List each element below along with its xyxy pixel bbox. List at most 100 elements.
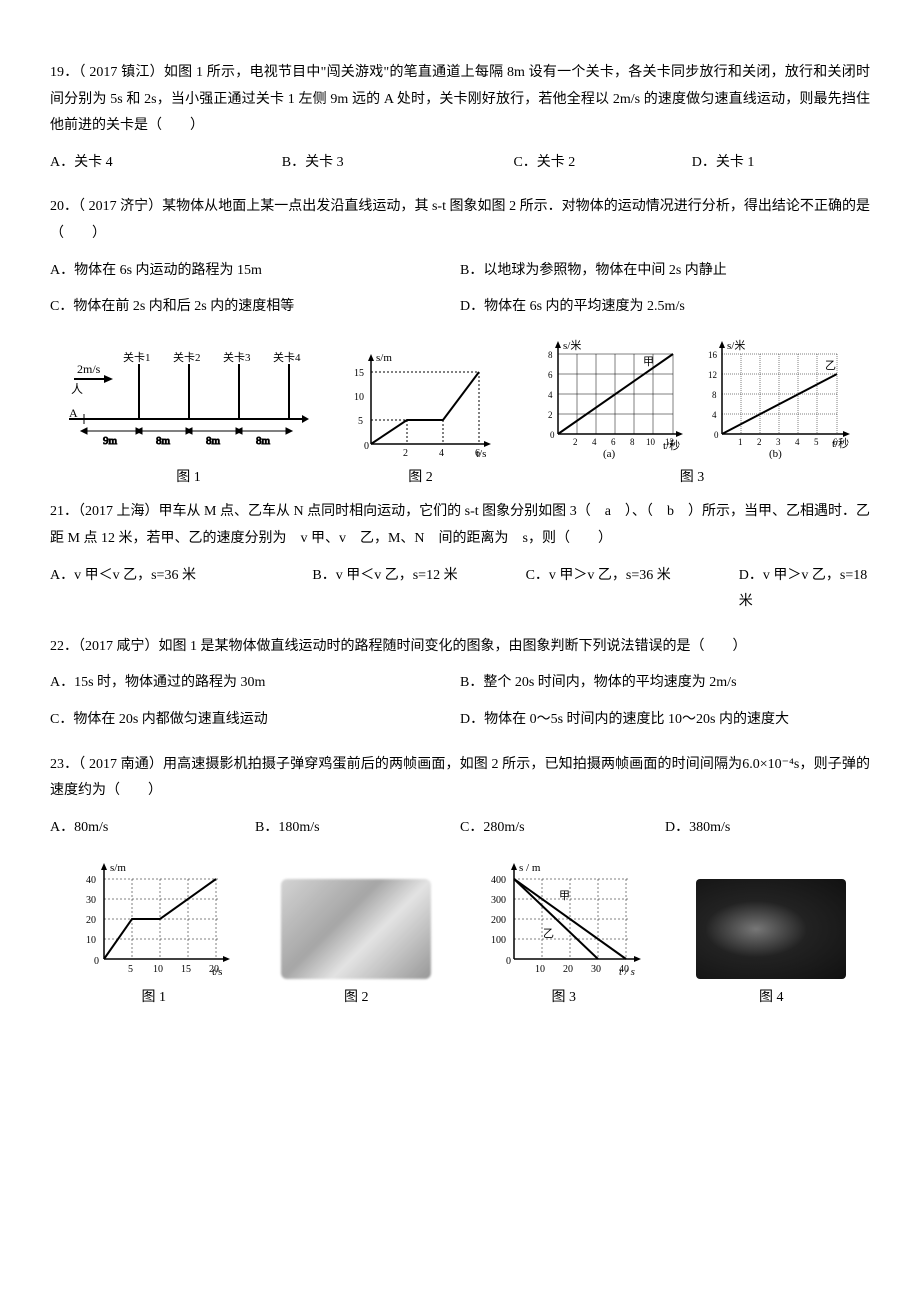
svg-text:8: 8 (548, 350, 553, 360)
r2-fig3-label1: 甲 (559, 890, 570, 902)
q23-opt-b: B．180m/s (255, 815, 460, 842)
fig3a-ylabel: s/米 (563, 339, 581, 352)
q21-opt-b: B．v 甲＜v 乙，s=12 米 (312, 563, 525, 616)
fig3b-ylabel: s/米 (727, 339, 745, 352)
svg-text:20: 20 (563, 964, 573, 975)
fig1-person: 人 (71, 382, 83, 396)
fig2-x4: 4 (439, 448, 444, 459)
r2-fig4-block: 图 4 (696, 879, 846, 1012)
fig3b-grid (722, 354, 837, 434)
svg-text:10: 10 (153, 964, 163, 975)
q19-opt-b: B．关卡 3 (282, 150, 514, 177)
svg-text:10: 10 (86, 935, 96, 946)
r2-fig2-block: 图 2 (281, 879, 431, 1012)
svg-text:5: 5 (128, 964, 133, 975)
fig2-y10: 10 (354, 392, 364, 403)
r2-fig3-block: s / m t / s 0 100 200 300 400 10 20 30 4… (479, 859, 649, 1012)
svg-text:12: 12 (665, 437, 674, 447)
bird-photo (696, 879, 846, 979)
svg-text:100: 100 (491, 935, 506, 946)
question-23: 23．（ 2017 南通）用高速摄影机拍摄子弹穿鸡蛋前后的两帧画面，如图 2 所… (50, 752, 870, 842)
fig1-speed: 2m/s (77, 362, 101, 376)
svg-text:30: 30 (86, 895, 96, 906)
r2-fig3-ylabel: s / m (519, 862, 541, 874)
question-20: 20．（ 2017 济宁）某物体从地面上某一点出发沿直线运动，其 s-t 图象如… (50, 194, 870, 320)
svg-text:3: 3 (776, 437, 781, 447)
r2-fig3-svg: s / m t / s 0 100 200 300 400 10 20 30 4… (479, 859, 649, 979)
fig1-svg: 2m/s 人 A 关卡1 关卡2 关卡3 关卡4 (69, 349, 309, 459)
fig2-x6: 6 (475, 448, 480, 459)
svg-text:4: 4 (592, 437, 597, 447)
q21-opt-a: A．v 甲＜v 乙，s=36 米 (50, 563, 312, 616)
svg-text:300: 300 (491, 895, 506, 906)
q20-opt-d: D．物体在 6s 内的平均速度为 2.5m/s (460, 294, 870, 321)
q21-opt-c: C．v 甲＞v 乙，s=36 米 (526, 563, 739, 616)
fig1-d1: 9m (103, 435, 118, 447)
svg-text:0: 0 (714, 430, 719, 440)
fig1-gate4: 关卡4 (273, 350, 301, 364)
svg-text:2: 2 (548, 410, 553, 420)
r2-fig2-caption: 图 2 (281, 985, 431, 1012)
fig2-svg: s/m t/s 0 5 10 15 2 4 6 (346, 349, 496, 459)
fig1-gates: 关卡1 关卡2 关卡3 关卡4 (123, 350, 301, 419)
q22-options-row2: C．物体在 20s 内都做匀速直线运动 D．物体在 0～5s 时间内的速度比 1… (50, 707, 870, 734)
q20-text: 20．（ 2017 济宁）某物体从地面上某一点出发沿直线运动，其 s-t 图象如… (50, 194, 870, 247)
fig1-d3: 8m (206, 435, 221, 447)
fig1-caption: 图 1 (69, 465, 309, 492)
svg-text:200: 200 (491, 915, 506, 926)
fig2-x2: 2 (403, 448, 408, 459)
r2-fig1-svg: s/m t/s 0 10 20 30 40 5 10 15 20 (74, 859, 234, 979)
fig3b-line-label: 乙 (825, 359, 836, 372)
fig1-d2: 8m (156, 435, 171, 447)
r2-fig3-caption: 图 3 (479, 985, 649, 1012)
svg-text:4: 4 (712, 410, 717, 420)
svg-text:40: 40 (86, 875, 96, 886)
q22-opt-c: C．物体在 20s 内都做匀速直线运动 (50, 707, 460, 734)
fig1-gate1: 关卡1 (123, 350, 151, 364)
r2-fig4-caption: 图 4 (696, 985, 846, 1012)
svg-text:40: 40 (619, 964, 629, 975)
svg-text:400: 400 (491, 875, 506, 886)
fig1-a-label: A (69, 406, 78, 420)
r2-fig1-block: s/m t/s 0 10 20 30 40 5 10 15 20 图 1 (74, 859, 234, 1012)
fig2-block: s/m t/s 0 5 10 15 2 4 6 图 2 (346, 349, 496, 492)
figure-row-1: 2m/s 人 A 关卡1 关卡2 关卡3 关卡4 (50, 339, 870, 492)
q22-opt-b: B．整个 20s 时间内，物体的平均速度为 2m/s (460, 670, 870, 697)
svg-text:4: 4 (548, 390, 553, 400)
svg-text:8: 8 (630, 437, 635, 447)
fig1-block: 2m/s 人 A 关卡1 关卡2 关卡3 关卡4 (69, 349, 309, 492)
fig1-d4: 8m (256, 435, 271, 447)
q20-options-row1: A．物体在 6s 内运动的路程为 15m B．以地球为参照物，物体在中间 2s … (50, 258, 870, 285)
svg-text:12: 12 (708, 370, 717, 380)
fig1-distances: 9m 8m 8m 8m (81, 428, 292, 447)
svg-text:0: 0 (364, 441, 369, 452)
bullet-egg-photo (281, 879, 431, 979)
q20-options-row2: C．物体在前 2s 内和后 2s 内的速度相等 D．物体在 6s 内的平均速度为… (50, 294, 870, 321)
r2-fig1-ylabel: s/m (110, 862, 126, 874)
fig3-block: s/米 t/秒 0 2 4 6 8 2 4 6 8 10 12 甲 (a) (533, 339, 852, 492)
svg-text:10: 10 (535, 964, 545, 975)
svg-text:8: 8 (712, 390, 717, 400)
svg-text:16: 16 (708, 350, 718, 360)
svg-text:2: 2 (573, 437, 578, 447)
svg-text:0: 0 (94, 956, 99, 967)
svg-text:15: 15 (181, 964, 191, 975)
q22-opt-a: A．15s 时，物体通过的路程为 30m (50, 670, 460, 697)
fig2-caption: 图 2 (346, 465, 496, 492)
q20-opt-c: C．物体在前 2s 内和后 2s 内的速度相等 (50, 294, 460, 321)
fig3a-sub: (a) (603, 448, 616, 459)
svg-text:1: 1 (738, 437, 743, 447)
q22-options-row1: A．15s 时，物体通过的路程为 30m B．整个 20s 时间内，物体的平均速… (50, 670, 870, 697)
question-22: 22．（2017 咸宁）如图 1 是某物体做直线运动时的路程随时间变化的图象，由… (50, 634, 870, 734)
q23-opt-d: D．380m/s (665, 815, 870, 842)
q23-opt-a: A．80m/s (50, 815, 255, 842)
q19-options-row: A．关卡 4 B．关卡 3 C．关卡 2 D．关卡 1 (50, 150, 870, 177)
q23-text: 23．（ 2017 南通）用高速摄影机拍摄子弹穿鸡蛋前后的两帧画面，如图 2 所… (50, 752, 870, 805)
q21-options-row: A．v 甲＜v 乙，s=36 米 B．v 甲＜v 乙，s=12 米 C．v 甲＞… (50, 563, 870, 616)
fig2-y15: 15 (354, 368, 364, 379)
svg-text:6: 6 (833, 437, 838, 447)
q19-opt-d: D．关卡 1 (692, 150, 870, 177)
svg-text:20: 20 (209, 964, 219, 975)
q22-text: 22．（2017 咸宁）如图 1 是某物体做直线运动时的路程随时间变化的图象，由… (50, 634, 870, 661)
fig3b-sub: (b) (769, 448, 782, 459)
